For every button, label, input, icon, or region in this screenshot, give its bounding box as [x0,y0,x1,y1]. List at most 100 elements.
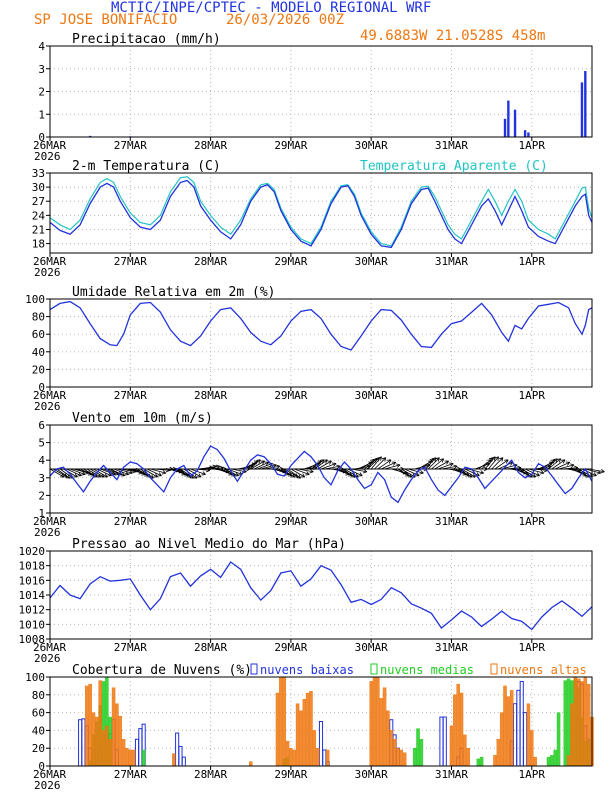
x-tick-label: 30MAR [355,139,388,152]
cloud-bar-nuvens-medias [416,728,420,767]
x-tick-label: 26MAR [33,389,66,402]
wind-arrow [427,457,440,470]
wind-arrow [521,468,536,478]
wind-arrow-head [235,472,239,476]
wind-arrow-head [246,468,251,472]
cloud-legend-swatch [370,663,378,675]
panel-frame [49,676,593,767]
x-tick-label: 1APR [519,389,546,402]
cloud-bar-nuvens-baixas [178,745,183,767]
precip-bar [527,132,530,137]
wind-arrow-head [393,462,397,466]
wind-arrow-head [574,465,578,468]
cloud-bar-nuvens-altas [289,748,293,767]
wind-arrow-head [593,472,597,476]
wind-arrow [555,461,570,470]
wind-arrow [280,468,295,478]
y-tick-label: 33 [32,167,45,180]
x-tick-label: 30MAR [355,768,388,781]
cloud-bar-nuvens-altas [580,681,584,767]
wind-arrow-head [420,470,424,474]
wind-arrow-head [494,456,499,459]
y-tick-label: 1012 [19,604,46,617]
wind-arrow-head [449,462,454,464]
wind-arrow [253,461,269,470]
wind-arrow-head [194,474,198,479]
wind-arrow-head [332,462,337,464]
coordinates-label: 49.6883W 21.0528S 458m [360,28,546,44]
y-tick-label: 27 [32,195,45,208]
wind-arrow [320,463,337,470]
wind-arrow-head [517,467,522,471]
wind-arrow-head [355,473,359,478]
cloud-bar-nuvens-altas [299,710,303,767]
y-tick-label: 60 [32,707,45,720]
panel-frame [49,45,593,138]
precip-bar [503,118,507,137]
wind-arrow-head [381,457,386,460]
wind-arrow-head [265,462,269,466]
y-tick-label: 6 [38,419,45,432]
wind-arrow-head [505,459,509,464]
cloud-bar-nuvens-altas [456,683,460,767]
wind-arrow [487,456,499,470]
wind-arrow-head [439,458,444,460]
cloud-bar-nuvens-medias [553,749,557,767]
x-tick-label: 30MAR [355,389,388,402]
wind-arrow-head [114,474,119,476]
wind-arrow-head [124,474,129,476]
y-tick-label: 2 [38,489,45,502]
y-tick-label: 40 [32,346,45,359]
x-tick-label: 28MAR [194,389,227,402]
wind-arrow-head [450,463,454,467]
wind-arrow-head [172,466,177,470]
wind-arrow-head [472,473,476,478]
wind-arrow [437,463,454,470]
panel-title: Cobertura de Nuvens (%) [72,663,252,678]
cloud-bar-nuvens-altas [305,692,310,767]
cloud-legend-label: nuvens altas [500,663,587,677]
wind-arrow-head [435,457,440,460]
wind-arrow-head [553,458,558,460]
cloud-bar-nuvens-altas [493,755,497,767]
wind-arrow [588,468,605,473]
wind-arrow-head [562,459,566,464]
cloud-bar-nuvens-altas [88,683,92,767]
wind-arrow-head [426,464,431,468]
wind-arrow [264,465,280,470]
wind-arrow-head [306,471,310,475]
x-year-label: 2026 [34,400,61,413]
panel-title: 2-m Temperatura (C) [72,159,221,174]
precip-bar [580,82,584,137]
panel-frame [49,424,593,514]
wind-arrow-head [155,473,158,478]
wind-arrow-head [388,459,392,464]
wind-arrow-head [446,460,449,465]
wind-arrow-head [162,470,167,474]
wind-arrow [381,461,396,470]
series-line-umidade-relativa [49,300,593,351]
wind-arrow-head [108,472,112,476]
wind-arrow [294,468,310,475]
wind-arrow [431,458,444,470]
cloud-bar-nuvens-altas [105,725,109,767]
wind-arrow-head [497,456,499,461]
cloud-bar-nuvens-baixas [442,716,447,767]
x-tick-label: 1APR [519,255,546,268]
wind-arrow [397,468,413,478]
y-tick-label: 1018 [19,560,46,573]
wind-arrow [494,459,509,470]
wind-arrow-head [596,472,601,475]
wind-arrow-head [104,473,108,478]
cloud-bar-nuvens-altas [453,694,457,767]
wind-arrow-head [359,472,363,476]
wind-arrow-head [215,464,220,467]
cloud-bar-nuvens-baixas [516,689,521,767]
x-tick-label: 1APR [519,139,546,152]
x-tick-label: 28MAR [194,641,227,654]
x-tick-label: 29MAR [274,255,307,268]
wind-arrow [468,468,484,474]
cloud-bar-nuvens-medias [550,755,554,767]
wind-arrow-head [122,472,126,476]
